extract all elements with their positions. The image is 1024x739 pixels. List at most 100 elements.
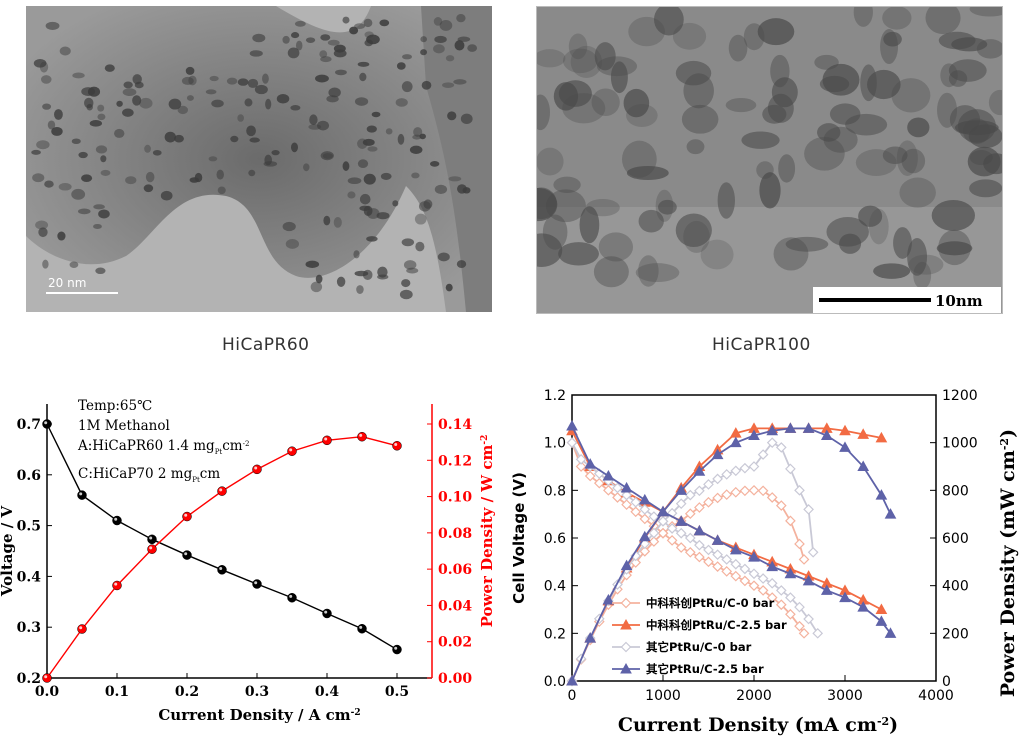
tem-particle [72,72,85,79]
tem-particle [362,138,375,146]
y-tick-label-left: 0.2 [544,626,566,642]
y-axis-label-right-sup: -2 [480,435,490,445]
tem-particle [937,92,958,128]
tem-particle [32,173,45,183]
data-point [684,546,696,558]
data-point [748,429,760,441]
tem-particle [893,227,912,259]
tem-particle [81,87,96,96]
data-point [794,620,805,632]
data-point [748,484,760,496]
tem-particle [976,39,1002,59]
data-point [287,446,297,456]
tem-particle [139,97,153,109]
tem-particle [246,125,256,137]
tem-particles-left [31,14,478,300]
tem-particle [349,26,359,35]
tem-particle [725,98,757,113]
data-point [693,524,706,536]
y-tick-label-right: 0.12 [438,453,472,469]
data-point [639,513,651,525]
data-point-highlight [44,675,48,679]
tem-particle [537,49,566,68]
tem-particle [402,54,412,60]
tem-particle [164,131,176,143]
tem-particle [537,94,551,131]
x-axis-label: Current Density (mA cm-2) [618,714,898,736]
tem-particle [276,93,290,104]
tem-particle [357,61,370,67]
x-tick-label: 1000 [645,688,681,704]
series-line [46,423,398,651]
tem-particle [305,37,316,44]
tem-particle [42,103,52,110]
data-point [112,580,122,591]
data-point [839,424,851,436]
tem-particle [54,109,63,120]
tem-particle [686,139,705,155]
data-point [182,511,192,522]
data-point [785,463,796,475]
annotation-unit: cm [222,438,243,454]
data-point [712,492,723,504]
tem-particle [439,20,453,31]
data-point [703,496,714,508]
tem-particle [397,133,405,145]
tem-particle [282,221,296,232]
data-point [712,473,723,485]
tem-particle [593,256,629,288]
data-point-highlight [114,517,118,521]
tem-particle [988,89,1002,116]
data-point [694,539,705,551]
tem-particle [626,165,669,181]
data-point [584,470,596,482]
data-point [182,550,192,560]
data-point [766,592,778,603]
data-point [875,489,888,500]
data-point [757,485,769,497]
data-point [721,469,733,480]
data-point [217,565,227,575]
caption-right: HiCaPR100 [712,335,811,355]
data-point [112,515,122,526]
tem-particle [610,61,628,94]
tem-particle [839,233,862,254]
tem-particle [433,17,443,26]
tem-particle [901,148,926,174]
data-point [675,484,688,495]
y-tick-label-right: 0.14 [438,417,472,433]
tem-particle [333,44,346,53]
tem-particle [89,120,103,127]
data-point [730,570,742,582]
tem-particle [457,184,467,194]
data-point [593,477,605,489]
tem-micrograph-left: 20 nm [26,6,492,312]
tem-particle [122,88,137,96]
legend-label: 其它PtRu/C-0 bar [646,640,752,654]
x-tick-label: 3000 [827,688,863,704]
data-point [620,641,632,653]
data-point [875,431,888,443]
tem-particle [173,134,184,143]
tem-particle [353,250,360,259]
tem-particle [414,213,427,225]
tem-particle [320,34,331,41]
tem-particle [342,16,350,24]
tem-particle [100,155,107,163]
data-point [42,419,52,429]
tem-particle [114,128,125,138]
annotation-unit: cm [200,466,221,482]
data-point [639,545,651,557]
tem-particle [969,179,1002,198]
annotation-unit-sup: -2 [243,440,250,448]
tem-particle [804,136,845,171]
data-point [807,546,819,558]
y-axis-label-right-close: ) [997,429,1019,438]
tem-particle [132,95,142,106]
tem-particle [230,135,239,143]
tem-particle [853,7,873,27]
y-tick-label-left: 0.0 [544,674,566,690]
tem-particle [208,156,218,162]
tem-particle [205,89,217,95]
data-point [322,435,332,446]
